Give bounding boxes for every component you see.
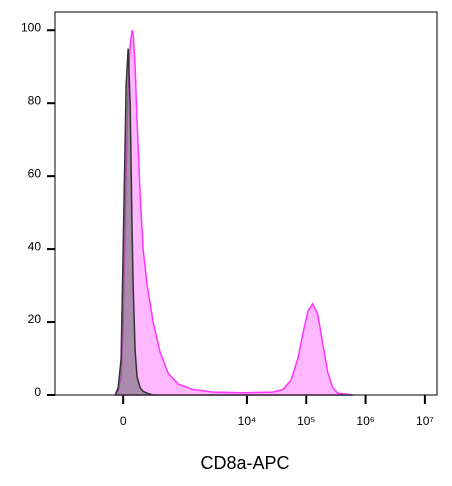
- x-tick-label: 10⁵: [297, 414, 315, 428]
- plot-frame: [54, 11, 438, 396]
- x-tick-label: 0: [120, 414, 127, 428]
- histogram-area: [114, 48, 353, 396]
- y-tick-label: 80: [28, 93, 42, 107]
- y-tick-label: 20: [28, 312, 42, 326]
- x-axis-label: CD8a-APC: [200, 453, 289, 473]
- x-tick-label: 10⁷: [416, 414, 434, 428]
- y-tick-label: 60: [28, 166, 42, 180]
- histogram-area: [113, 30, 353, 396]
- y-tick-label: 100: [21, 20, 41, 34]
- y-tick-label: 0: [34, 385, 41, 399]
- x-tick-label: 10⁴: [238, 414, 257, 428]
- x-tick-label: 10⁶: [356, 414, 374, 428]
- y-tick-label: 40: [28, 239, 42, 253]
